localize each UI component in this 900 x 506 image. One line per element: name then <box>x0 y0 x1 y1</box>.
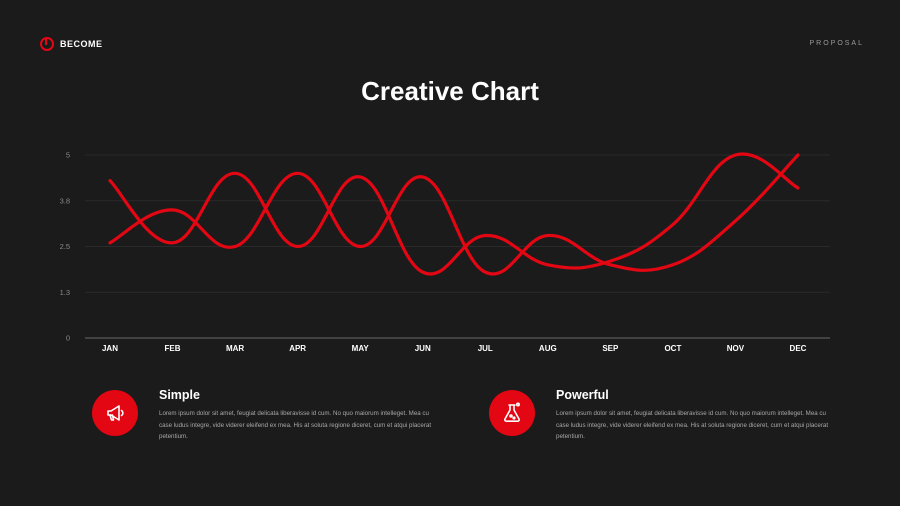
x-tick-label: MAY <box>352 344 370 353</box>
x-tick-label: FEB <box>165 344 181 353</box>
feature-simple: Simple Lorem ipsum dolor sit amet, feugi… <box>92 386 432 456</box>
x-tick-label: APR <box>289 344 306 353</box>
brand-name: BECOME <box>60 39 103 49</box>
x-tick-label: NOV <box>727 344 745 353</box>
x-tick-label: DEC <box>790 344 807 353</box>
series-line-1 <box>108 152 800 276</box>
x-tick-label: JAN <box>102 344 118 353</box>
header-label: PROPOSAL <box>809 40 864 47</box>
x-tick-label: AUG <box>539 344 557 353</box>
y-tick-label: 1.3 <box>60 288 70 297</box>
line-chart: 0 1.3 2.5 3.8 5 JAN FEB MAR APR MAY JUN JUL AUG SEP O… <box>60 151 830 353</box>
page-title: Creative Chart <box>361 76 539 106</box>
megaphone-icon <box>92 390 138 436</box>
series-line-2 <box>108 153 800 276</box>
y-tick-label: 0 <box>66 334 70 343</box>
x-tick-label: JUN <box>415 344 431 353</box>
feature-title: Simple <box>159 388 200 402</box>
brand-logo: BECOME <box>40 37 103 51</box>
y-tick-label: 2.5 <box>60 242 70 251</box>
y-tick-label: 5 <box>66 151 70 160</box>
x-tick-label: MAR <box>226 344 244 353</box>
x-tick-label: SEP <box>602 344 619 353</box>
x-tick-label: OCT <box>664 344 681 353</box>
feature-powerful: Powerful Lorem ipsum dolor sit amet, feu… <box>489 386 829 456</box>
feature-text: Lorem ipsum dolor sit amet, feugiat deli… <box>159 410 432 440</box>
x-tick-label: JUL <box>478 344 493 353</box>
y-tick-label: 3.8 <box>60 196 70 205</box>
feature-text: Lorem ipsum dolor sit amet, feugiat deli… <box>556 410 829 440</box>
flask-icon <box>489 390 535 436</box>
feature-title: Powerful <box>556 388 609 402</box>
brand-logo-icon <box>40 37 54 51</box>
